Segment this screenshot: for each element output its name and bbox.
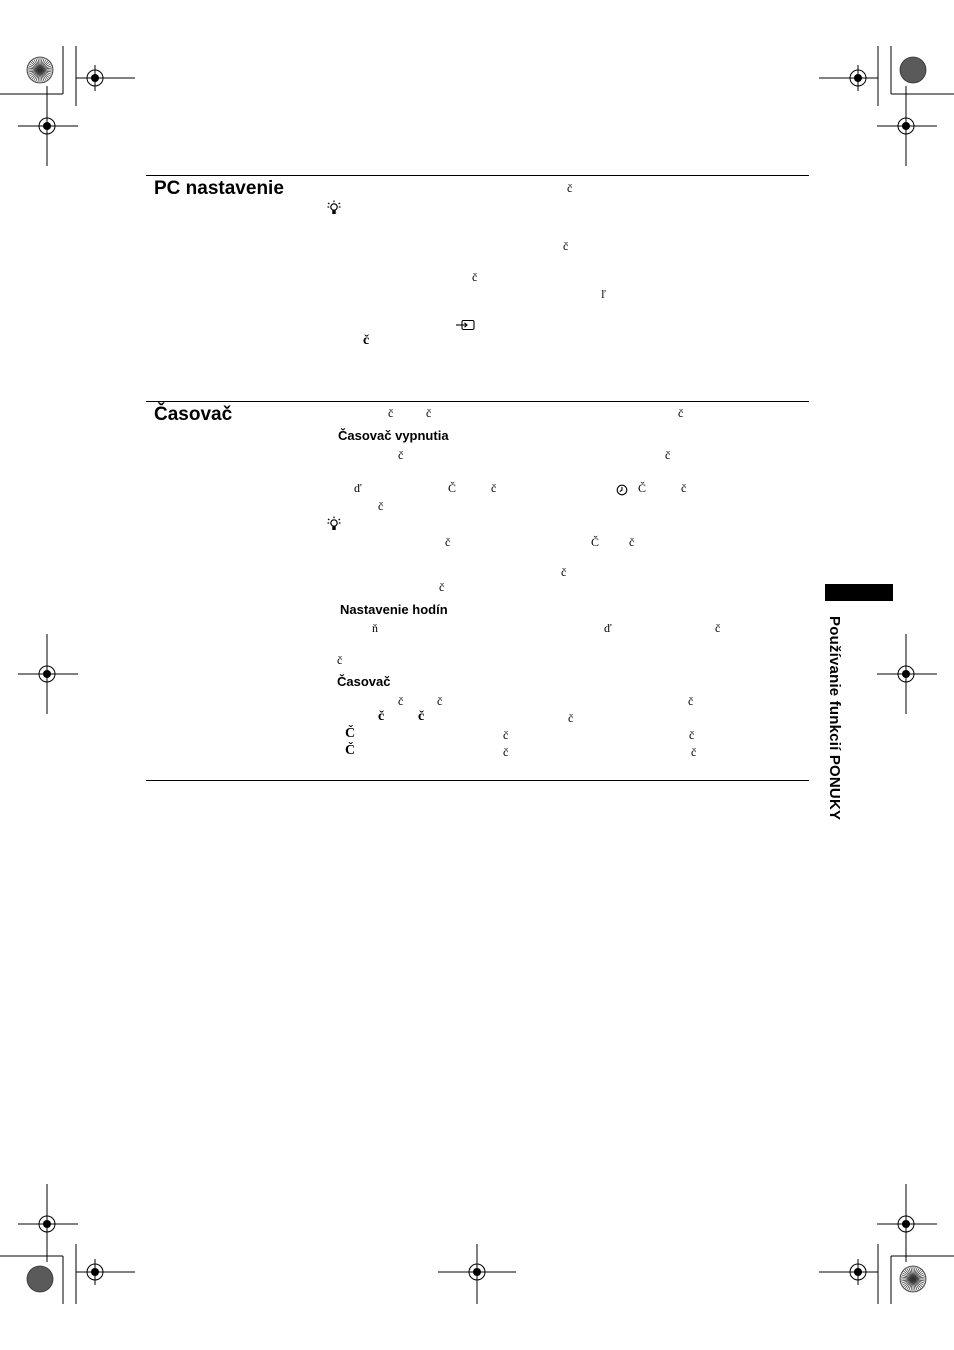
timer-glyph-7: Č — [345, 726, 356, 741]
clock-glyph-2: ď — [604, 621, 612, 635]
subsection-title-timer: Časovač — [337, 674, 391, 689]
timer-glyph-8: č — [503, 728, 509, 742]
sleep-glyph-10: Č — [591, 535, 600, 549]
timer-glyph-11: č — [503, 745, 509, 759]
rule-middle — [146, 401, 809, 402]
clock-glyph-3: č — [715, 621, 721, 635]
sleep-glyph-13: č — [439, 580, 445, 594]
registration-mark-icon — [34, 65, 919, 1285]
timer-icon — [616, 484, 628, 496]
timer-glyph-6: č — [568, 711, 574, 725]
lightbulb-icon — [327, 200, 341, 214]
clock-glyph-4: č — [337, 653, 343, 667]
pc-glyph-1: č — [567, 181, 573, 195]
input-icon — [456, 319, 475, 331]
pc-glyph-5: č — [363, 333, 370, 348]
subsection-title-sleep-timer: Časovač vypnutia — [338, 428, 449, 443]
timer-glyph-10: Č — [345, 743, 356, 758]
side-tab-label: Používanie funkcií PONUKY — [826, 616, 843, 821]
sleep-glyph-12: č — [561, 565, 567, 579]
timer-glyph-9: č — [689, 728, 695, 742]
sleep-glyph-7: č — [681, 481, 687, 495]
subsection-title-clock: Nastavenie hodín — [340, 602, 448, 617]
timer-intro-glyph-3: č — [678, 406, 684, 420]
clock-glyph-1: ň — [372, 621, 378, 635]
section-title-timer: Časovač — [154, 404, 233, 425]
timer-glyph-2: č — [437, 694, 443, 708]
timer-glyph-1: č — [398, 694, 404, 708]
timer-intro-glyph-1: č — [388, 406, 394, 420]
rule-top — [146, 175, 809, 176]
sleep-glyph-6: Č — [638, 481, 647, 495]
sleep-glyph-2: č — [665, 448, 671, 462]
timer-glyph-3: č — [688, 694, 694, 708]
timer-intro-glyph-2: č — [426, 406, 432, 420]
timer-glyph-4: č — [378, 709, 385, 724]
sleep-glyph-5: č — [491, 481, 497, 495]
timer-glyph-12: č — [691, 745, 697, 759]
color-wheel-icon — [26, 56, 927, 1293]
pc-glyph-4: ľ — [601, 287, 606, 301]
pc-glyph-2: č — [563, 239, 569, 253]
timer-glyph-5: č — [418, 709, 425, 724]
rule-bottom — [146, 780, 809, 781]
sleep-glyph-4: Č — [448, 481, 457, 495]
sleep-glyph-1: č — [398, 448, 404, 462]
side-tab-marker — [825, 584, 893, 601]
sleep-glyph-9: č — [445, 535, 451, 549]
lightbulb-icon — [327, 516, 341, 530]
sleep-glyph-3: ď — [354, 481, 362, 495]
pc-glyph-3: č — [472, 270, 478, 284]
section-title-pc: PC nastavenie — [154, 178, 284, 199]
sleep-glyph-11: č — [629, 535, 635, 549]
sleep-glyph-8: č — [378, 499, 384, 513]
